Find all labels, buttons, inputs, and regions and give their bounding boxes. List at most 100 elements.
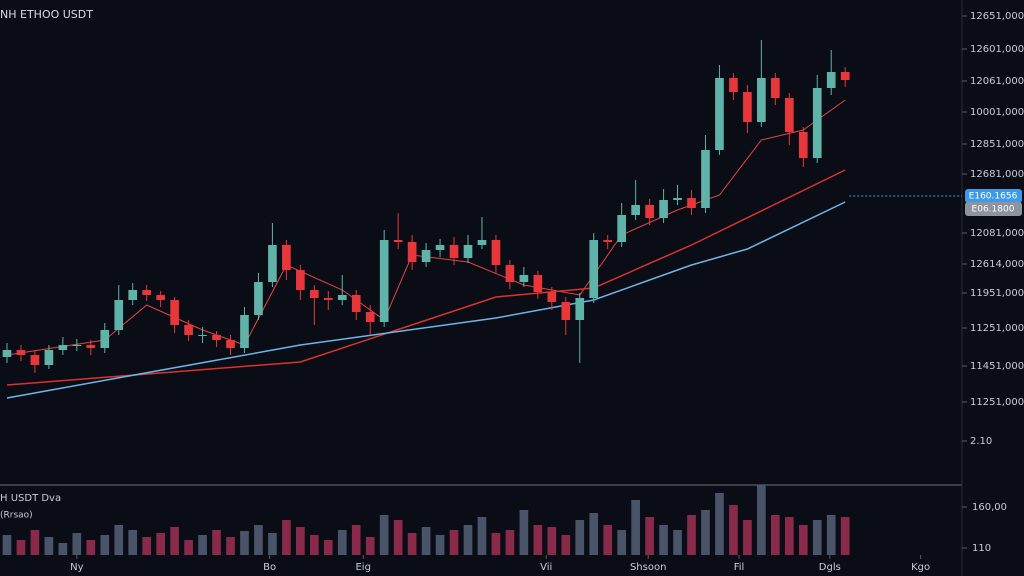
y-tick-label: 10001,000: [970, 107, 1024, 118]
volume-bar: [519, 510, 529, 555]
candle-body: [603, 240, 613, 242]
volume-bar: [268, 533, 277, 555]
candle-body: [561, 302, 571, 320]
candle-body: [296, 270, 305, 290]
candle-body: [575, 298, 585, 320]
candle-body: [645, 205, 654, 218]
chart-title: NH ETHOO USDT: [0, 8, 93, 21]
candle-body: [198, 335, 207, 336]
y-tick-label: 12061,000: [970, 76, 1024, 87]
candle-body: [16, 350, 26, 355]
volume-bar: [547, 527, 557, 555]
x-tick-label: Dgls: [819, 562, 841, 573]
y-tick-label: 12601,000: [970, 44, 1024, 55]
volume-bar: [687, 515, 696, 555]
volume-bar: [170, 527, 179, 555]
volume-bar: [673, 530, 682, 555]
volume-bar: [296, 527, 305, 555]
volume-bar: [603, 525, 613, 555]
candle-body: [547, 292, 557, 302]
candle-body: [351, 295, 361, 312]
volume-bar: [659, 525, 668, 555]
volume-bar: [757, 485, 766, 555]
y-tick-label: 2.10: [970, 436, 992, 447]
volume-bar: [463, 525, 473, 555]
volume-bar: [2, 535, 12, 555]
candle-body: [282, 245, 291, 270]
volume-bar: [715, 493, 724, 555]
candle-body: [30, 355, 40, 365]
x-tick-label: Bo: [263, 562, 276, 573]
candle-body: [840, 72, 850, 80]
moving-average: [6, 99, 846, 356]
x-tick-label: Fil: [734, 562, 745, 573]
volume-bar: [449, 530, 459, 555]
volume-bar: [309, 535, 319, 555]
candle-body: [44, 350, 54, 365]
volume-bar: [729, 505, 738, 555]
candle-body: [673, 198, 682, 200]
volume-bar: [826, 515, 836, 555]
candle-body: [393, 240, 403, 242]
y2-tick-label: 110: [972, 543, 991, 554]
candle-body: [170, 300, 179, 325]
volume-bar: [533, 525, 543, 555]
y-tick-label: 12851,000: [970, 139, 1024, 150]
price-tag: [965, 189, 1022, 203]
x-tick-label: Vii: [540, 562, 552, 573]
volume-bar: [184, 540, 193, 555]
candle-body: [533, 275, 543, 292]
volume-bar: [72, 533, 82, 555]
candle-body: [826, 72, 836, 88]
x-tick-label: Shsoon: [630, 562, 666, 573]
volume-bar: [645, 517, 654, 555]
volume-bar: [58, 543, 68, 555]
volume-bar: [798, 525, 808, 555]
volume-bar: [379, 515, 389, 555]
candle-body: [72, 345, 82, 346]
candle-body: [729, 78, 738, 92]
volume-bar: [86, 540, 96, 555]
candle-body: [505, 265, 515, 282]
y-tick-label: 12681,000: [970, 169, 1024, 180]
price-tag: [965, 202, 1022, 216]
y-tick-label: 12651,000: [970, 11, 1024, 22]
candle-body: [2, 350, 12, 357]
candle-body: [240, 315, 249, 348]
x-tick-label: Kgo: [911, 562, 930, 573]
candle-body: [477, 240, 487, 245]
volume-bar: [631, 500, 640, 555]
volume-bar: [505, 530, 515, 555]
candle-body: [687, 198, 696, 208]
volume-bar: [701, 510, 710, 555]
candle-body: [268, 245, 277, 282]
volume-bar: [128, 530, 138, 555]
candle-body: [659, 200, 668, 218]
y-tick-label: 11451,000: [970, 361, 1024, 372]
candle-body: [58, 345, 68, 350]
candle-body: [589, 240, 599, 298]
y-tick-label: 11251,000: [970, 323, 1024, 334]
volume-bar: [198, 535, 207, 555]
candle-body: [407, 242, 417, 262]
candle-body: [309, 290, 319, 298]
volume-bar: [114, 525, 124, 555]
volume-bar: [407, 533, 417, 555]
volume-bar: [282, 520, 291, 555]
candle-body: [128, 290, 138, 300]
candle-body: [631, 205, 640, 215]
volume-bar: [351, 525, 361, 555]
candle-body: [715, 78, 724, 150]
moving-average: [6, 169, 846, 386]
candle-body: [226, 340, 235, 348]
volume-bar: [743, 520, 752, 555]
candle-body: [365, 312, 375, 322]
y2-tick-label: 160,00: [972, 502, 1007, 513]
volume-bar: [44, 537, 54, 555]
volume-bar: [212, 530, 221, 555]
volume-bar: [589, 513, 599, 555]
volume-bar: [561, 535, 571, 555]
volume-bar: [784, 517, 794, 555]
y-tick-label: 11251,000: [970, 397, 1024, 408]
